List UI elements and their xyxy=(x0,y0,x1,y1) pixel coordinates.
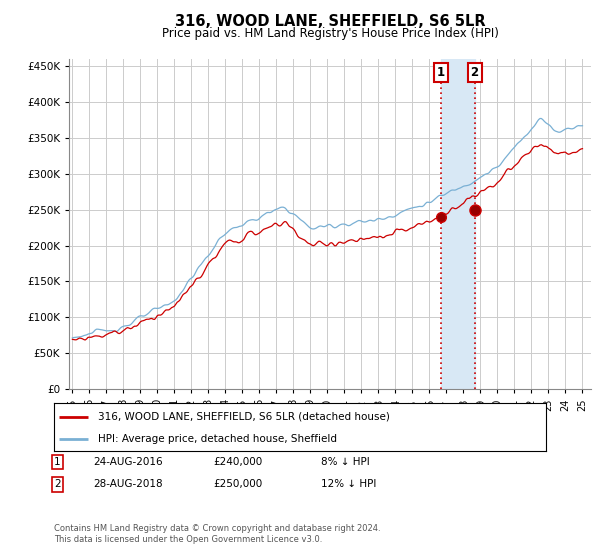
Text: HPI: Average price, detached house, Sheffield: HPI: Average price, detached house, Shef… xyxy=(98,434,337,444)
Text: 12% ↓ HPI: 12% ↓ HPI xyxy=(321,479,376,489)
Text: 2: 2 xyxy=(54,479,61,489)
Text: Price paid vs. HM Land Registry's House Price Index (HPI): Price paid vs. HM Land Registry's House … xyxy=(161,27,499,40)
Text: £240,000: £240,000 xyxy=(213,457,262,467)
Text: 24-AUG-2016: 24-AUG-2016 xyxy=(93,457,163,467)
Text: £250,000: £250,000 xyxy=(213,479,262,489)
Text: 8% ↓ HPI: 8% ↓ HPI xyxy=(321,457,370,467)
Text: 316, WOOD LANE, SHEFFIELD, S6 5LR (detached house): 316, WOOD LANE, SHEFFIELD, S6 5LR (detac… xyxy=(98,412,390,422)
Text: Contains HM Land Registry data © Crown copyright and database right 2024.
This d: Contains HM Land Registry data © Crown c… xyxy=(54,524,380,544)
Text: 2: 2 xyxy=(470,66,479,79)
Text: 316, WOOD LANE, SHEFFIELD, S6 5LR: 316, WOOD LANE, SHEFFIELD, S6 5LR xyxy=(175,14,485,29)
Bar xyxy=(440,59,475,389)
Text: 28-AUG-2018: 28-AUG-2018 xyxy=(93,479,163,489)
Text: 1: 1 xyxy=(54,457,61,467)
Text: 1: 1 xyxy=(436,66,445,79)
